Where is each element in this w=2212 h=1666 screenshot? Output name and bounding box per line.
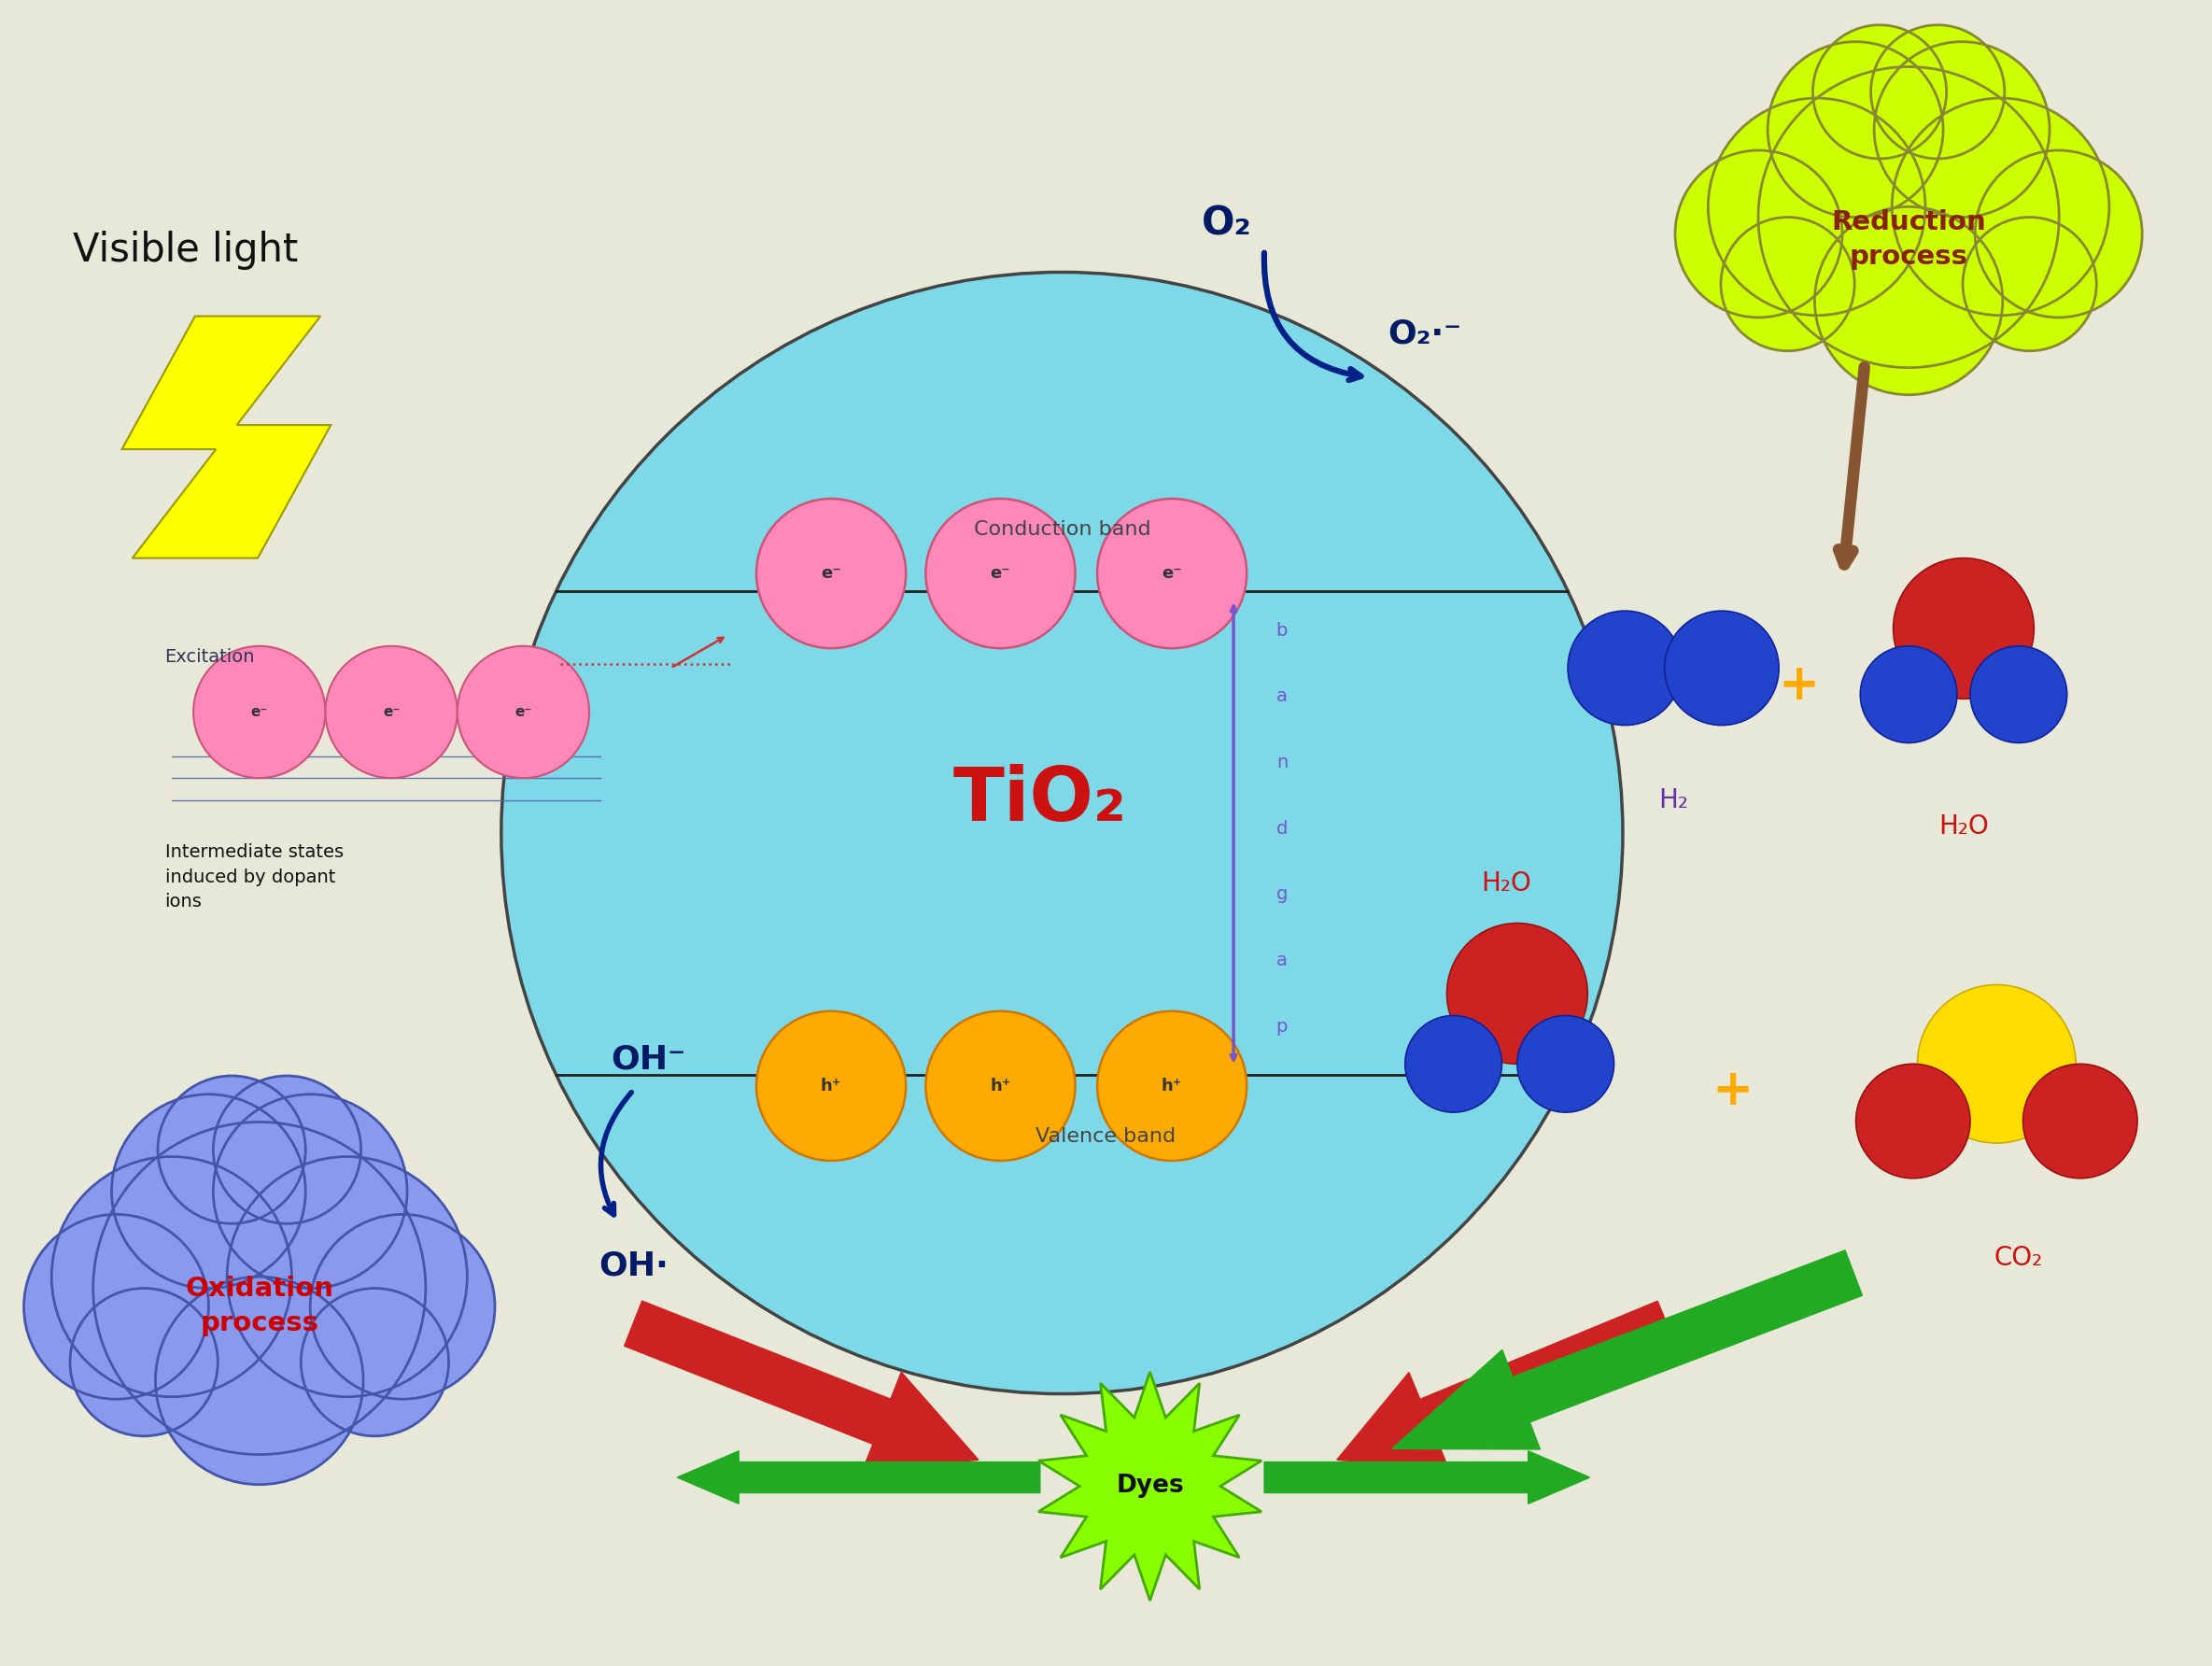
Circle shape <box>1097 1011 1248 1161</box>
Circle shape <box>1674 150 1843 318</box>
Text: d: d <box>1276 820 1287 838</box>
Text: Reduction
process: Reduction process <box>1832 208 1986 270</box>
Circle shape <box>93 1121 425 1454</box>
Circle shape <box>1666 611 1778 725</box>
Circle shape <box>1918 985 2075 1143</box>
Text: Oxidation
process: Oxidation process <box>186 1276 334 1336</box>
Circle shape <box>157 1076 305 1223</box>
Circle shape <box>301 1288 449 1436</box>
Circle shape <box>1860 646 1958 743</box>
Circle shape <box>1721 217 1854 352</box>
Text: g: g <box>1276 886 1287 903</box>
Circle shape <box>1447 923 1588 1065</box>
Circle shape <box>2024 1065 2137 1178</box>
FancyArrow shape <box>677 1451 1040 1504</box>
Circle shape <box>757 1011 907 1161</box>
Text: O₂·⁻: O₂·⁻ <box>1387 318 1462 350</box>
Circle shape <box>1097 498 1248 648</box>
Text: e⁻: e⁻ <box>250 705 268 720</box>
Text: OH⁻: OH⁻ <box>611 1043 686 1076</box>
Circle shape <box>212 1095 407 1288</box>
FancyArrow shape <box>624 1301 978 1471</box>
Circle shape <box>228 1156 467 1396</box>
Circle shape <box>1856 1065 1971 1178</box>
Circle shape <box>24 1215 208 1399</box>
Circle shape <box>155 1276 363 1484</box>
Circle shape <box>1975 150 2141 318</box>
Circle shape <box>757 498 907 648</box>
Circle shape <box>458 646 588 778</box>
Text: +: + <box>1778 661 1818 710</box>
Text: e⁻: e⁻ <box>991 565 1011 581</box>
Circle shape <box>111 1095 305 1288</box>
Circle shape <box>192 646 325 778</box>
Circle shape <box>1517 1016 1615 1113</box>
Text: Dyes: Dyes <box>1117 1474 1183 1498</box>
Circle shape <box>1405 1016 1502 1113</box>
Circle shape <box>1708 98 1924 315</box>
Text: H₂O: H₂O <box>1938 813 1989 840</box>
Circle shape <box>925 1011 1075 1161</box>
FancyArrow shape <box>1336 1301 1677 1471</box>
Text: e⁻: e⁻ <box>1161 565 1181 581</box>
Text: O₂: O₂ <box>1201 205 1252 243</box>
Text: Valence band: Valence band <box>1035 1128 1177 1146</box>
Circle shape <box>1891 98 2110 315</box>
Text: H₂O: H₂O <box>1482 871 1531 896</box>
Text: p: p <box>1276 1018 1287 1035</box>
Text: Intermediate states
induced by dopant
ions: Intermediate states induced by dopant io… <box>166 843 343 911</box>
Circle shape <box>1759 67 2059 368</box>
Text: a: a <box>1276 951 1287 970</box>
Circle shape <box>310 1215 495 1399</box>
Circle shape <box>502 272 1624 1394</box>
Circle shape <box>71 1288 217 1436</box>
Text: H₂: H₂ <box>1659 786 1688 813</box>
Circle shape <box>1971 646 2066 743</box>
Circle shape <box>212 1076 361 1223</box>
Text: h⁺: h⁺ <box>1161 1078 1183 1095</box>
Text: +: + <box>1712 1066 1754 1115</box>
Text: e⁻: e⁻ <box>515 705 531 720</box>
FancyArrow shape <box>1265 1451 1590 1504</box>
Polygon shape <box>122 317 332 558</box>
Circle shape <box>1871 25 2004 158</box>
Text: h⁺: h⁺ <box>821 1078 841 1095</box>
Text: b: b <box>1276 621 1287 640</box>
Circle shape <box>925 498 1075 648</box>
Text: a: a <box>1276 688 1287 705</box>
Circle shape <box>1962 217 2097 352</box>
Text: e⁻: e⁻ <box>821 565 841 581</box>
Text: Visible light: Visible light <box>73 230 299 270</box>
Text: OH·: OH· <box>597 1251 668 1283</box>
Circle shape <box>51 1156 292 1396</box>
Text: h⁺: h⁺ <box>991 1078 1011 1095</box>
Circle shape <box>1874 42 2051 217</box>
Circle shape <box>1814 207 2002 395</box>
Circle shape <box>1893 558 2035 698</box>
FancyArrow shape <box>1391 1250 1863 1449</box>
Text: n: n <box>1276 753 1287 771</box>
Circle shape <box>1767 42 1942 217</box>
Circle shape <box>325 646 458 778</box>
Text: e⁻: e⁻ <box>383 705 400 720</box>
Text: TiO₂: TiO₂ <box>953 763 1126 836</box>
Text: Excitation: Excitation <box>166 648 254 666</box>
Text: CO₂: CO₂ <box>1995 1245 2044 1271</box>
Circle shape <box>1568 611 1681 725</box>
Text: Conduction band: Conduction band <box>973 520 1150 538</box>
Circle shape <box>1814 25 1947 158</box>
Polygon shape <box>1037 1371 1261 1601</box>
